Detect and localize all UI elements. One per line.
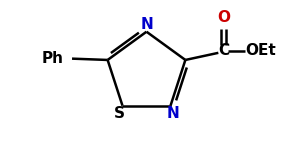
Text: N: N xyxy=(140,17,153,32)
Text: O: O xyxy=(217,10,230,25)
Text: OEt: OEt xyxy=(245,43,276,58)
Text: C: C xyxy=(218,43,229,58)
Text: N: N xyxy=(167,106,180,121)
Text: Ph: Ph xyxy=(42,51,64,66)
Text: S: S xyxy=(114,106,125,121)
